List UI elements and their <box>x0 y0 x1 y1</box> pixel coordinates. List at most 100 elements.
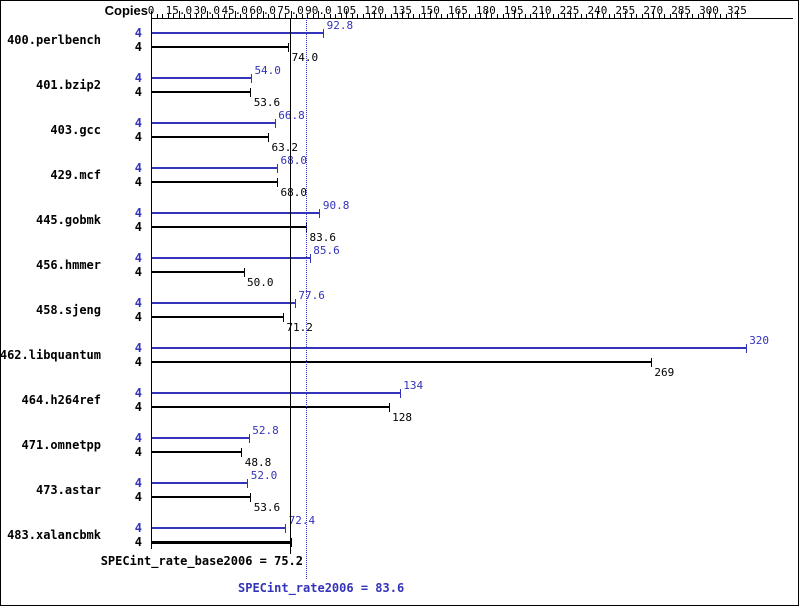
axis-minor-tick <box>240 14 242 18</box>
reference-line-dotted <box>305 18 307 579</box>
peak-bar <box>152 482 248 484</box>
axis-minor-tick <box>614 14 616 18</box>
axis-minor-tick <box>647 14 649 18</box>
axis-major-tick <box>541 11 543 18</box>
axis-minor-tick <box>379 14 381 18</box>
axis-minor-tick <box>664 14 666 18</box>
peak-mean-label: SPECint_rate2006 = 83.6 <box>238 581 405 595</box>
axis-minor-tick <box>720 14 722 18</box>
peak-bar-end-tick <box>294 298 296 308</box>
axis-minor-tick <box>173 14 175 18</box>
base-bar <box>152 540 291 544</box>
axis-minor-tick <box>524 14 526 18</box>
base-mean-label: SPECint_rate_base2006 = 75.2 <box>100 554 303 568</box>
peak-bar <box>152 392 401 394</box>
axis-major-tick <box>262 11 264 18</box>
peak-value-label: 134 <box>403 379 424 392</box>
peak-copies-label: 4 <box>134 341 142 355</box>
axis-minor-tick <box>480 14 482 18</box>
axis-minor-tick <box>357 14 359 18</box>
axis-major-tick <box>206 11 208 18</box>
base-bar <box>152 46 289 48</box>
peak-value-label: 54.0 <box>254 64 281 77</box>
base-copies-label: 4 <box>134 535 142 549</box>
axis-major-tick <box>736 11 738 18</box>
benchmark-label: 429.mcf <box>50 168 101 182</box>
base-copies-label: 4 <box>134 355 142 369</box>
axis-minor-tick <box>396 14 398 18</box>
axis-minor-tick <box>245 14 247 18</box>
axis-tick-label: 135 <box>392 4 413 17</box>
axis-tick-label: 90.0 <box>305 4 332 17</box>
axis-minor-tick <box>268 14 270 18</box>
base-bar <box>152 181 278 183</box>
base-bar-end-tick <box>250 87 252 97</box>
base-value-label: 63.2 <box>271 141 299 154</box>
axis-minor-tick <box>385 14 387 18</box>
base-bar-end-tick <box>268 132 270 142</box>
axis-minor-tick <box>586 14 588 18</box>
axis-minor-tick <box>714 14 716 18</box>
axis-minor-tick <box>217 14 219 18</box>
peak-value-label: 72.4 <box>288 514 316 527</box>
axis-minor-tick <box>407 14 409 18</box>
axis-tick-label: 255 <box>615 4 636 17</box>
axis-minor-tick <box>363 14 365 18</box>
axis-tick-label: 195 <box>503 4 524 17</box>
axis-major-tick <box>569 11 571 18</box>
peak-bar-end-tick <box>319 208 321 218</box>
axis-minor-tick <box>608 14 610 18</box>
base-bar <box>152 316 284 318</box>
axis-major-tick <box>457 11 459 18</box>
peak-bar-end-tick <box>276 163 278 173</box>
axis-major-tick <box>709 11 710 18</box>
axis-tick-label: 0 <box>147 4 155 17</box>
axis-minor-tick <box>390 14 392 18</box>
axis-major-tick <box>597 11 599 18</box>
axis-minor-tick <box>201 14 203 18</box>
axis-minor-tick <box>591 14 593 18</box>
axis-tick-label: 225 <box>559 4 580 17</box>
axis-minor-tick <box>697 14 699 18</box>
axis-minor-tick <box>602 14 604 18</box>
axis-minor-tick <box>340 14 342 18</box>
peak-value-label: 92.8 <box>326 19 354 32</box>
axis-minor-tick <box>502 14 504 18</box>
peak-copies-label: 4 <box>134 26 142 40</box>
axis-minor-tick <box>547 14 549 18</box>
peak-bar <box>152 212 320 214</box>
benchmark-label: 473.astar <box>35 483 101 497</box>
axis-minor-tick <box>184 14 186 18</box>
base-value-label: 83.6 <box>309 231 336 244</box>
axis-minor-tick <box>731 14 733 18</box>
axis-major-tick <box>681 11 683 18</box>
axis-minor-tick <box>441 14 443 18</box>
peak-copies-label: 4 <box>134 386 142 400</box>
axis-minor-tick <box>496 14 498 18</box>
axis-minor-tick <box>642 14 644 18</box>
axis-tick-label: 165 <box>447 4 468 17</box>
peak-copies-label: 4 <box>134 251 142 265</box>
axis-tick-label: 285 <box>671 4 692 17</box>
base-bar <box>152 136 269 138</box>
axis-tick-label: 240 <box>587 4 608 17</box>
axis-minor-tick <box>167 14 169 18</box>
axis-minor-tick <box>725 14 727 18</box>
axis-major-tick <box>513 11 515 18</box>
axis-major-tick <box>234 11 236 18</box>
base-copies-label: 4 <box>134 310 142 324</box>
base-copies-label: 4 <box>134 40 142 54</box>
axis-minor-tick <box>301 14 303 18</box>
peak-copies-label: 4 <box>134 161 142 175</box>
axis-tick-label: 75.0 <box>277 4 304 17</box>
axis-minor-tick <box>636 14 638 18</box>
benchmark-label: 401.bzip2 <box>35 78 101 92</box>
peak-bar-end-tick <box>248 433 250 443</box>
peak-copies-label: 4 <box>134 206 142 220</box>
axis-minor-tick <box>424 14 426 18</box>
base-value-label: 53.6 <box>253 501 281 514</box>
axis-minor-tick <box>669 14 671 18</box>
axis-minor-tick <box>692 14 694 18</box>
peak-value-label: 90.8 <box>322 199 350 212</box>
benchmark-label: 403.gcc <box>50 123 101 137</box>
